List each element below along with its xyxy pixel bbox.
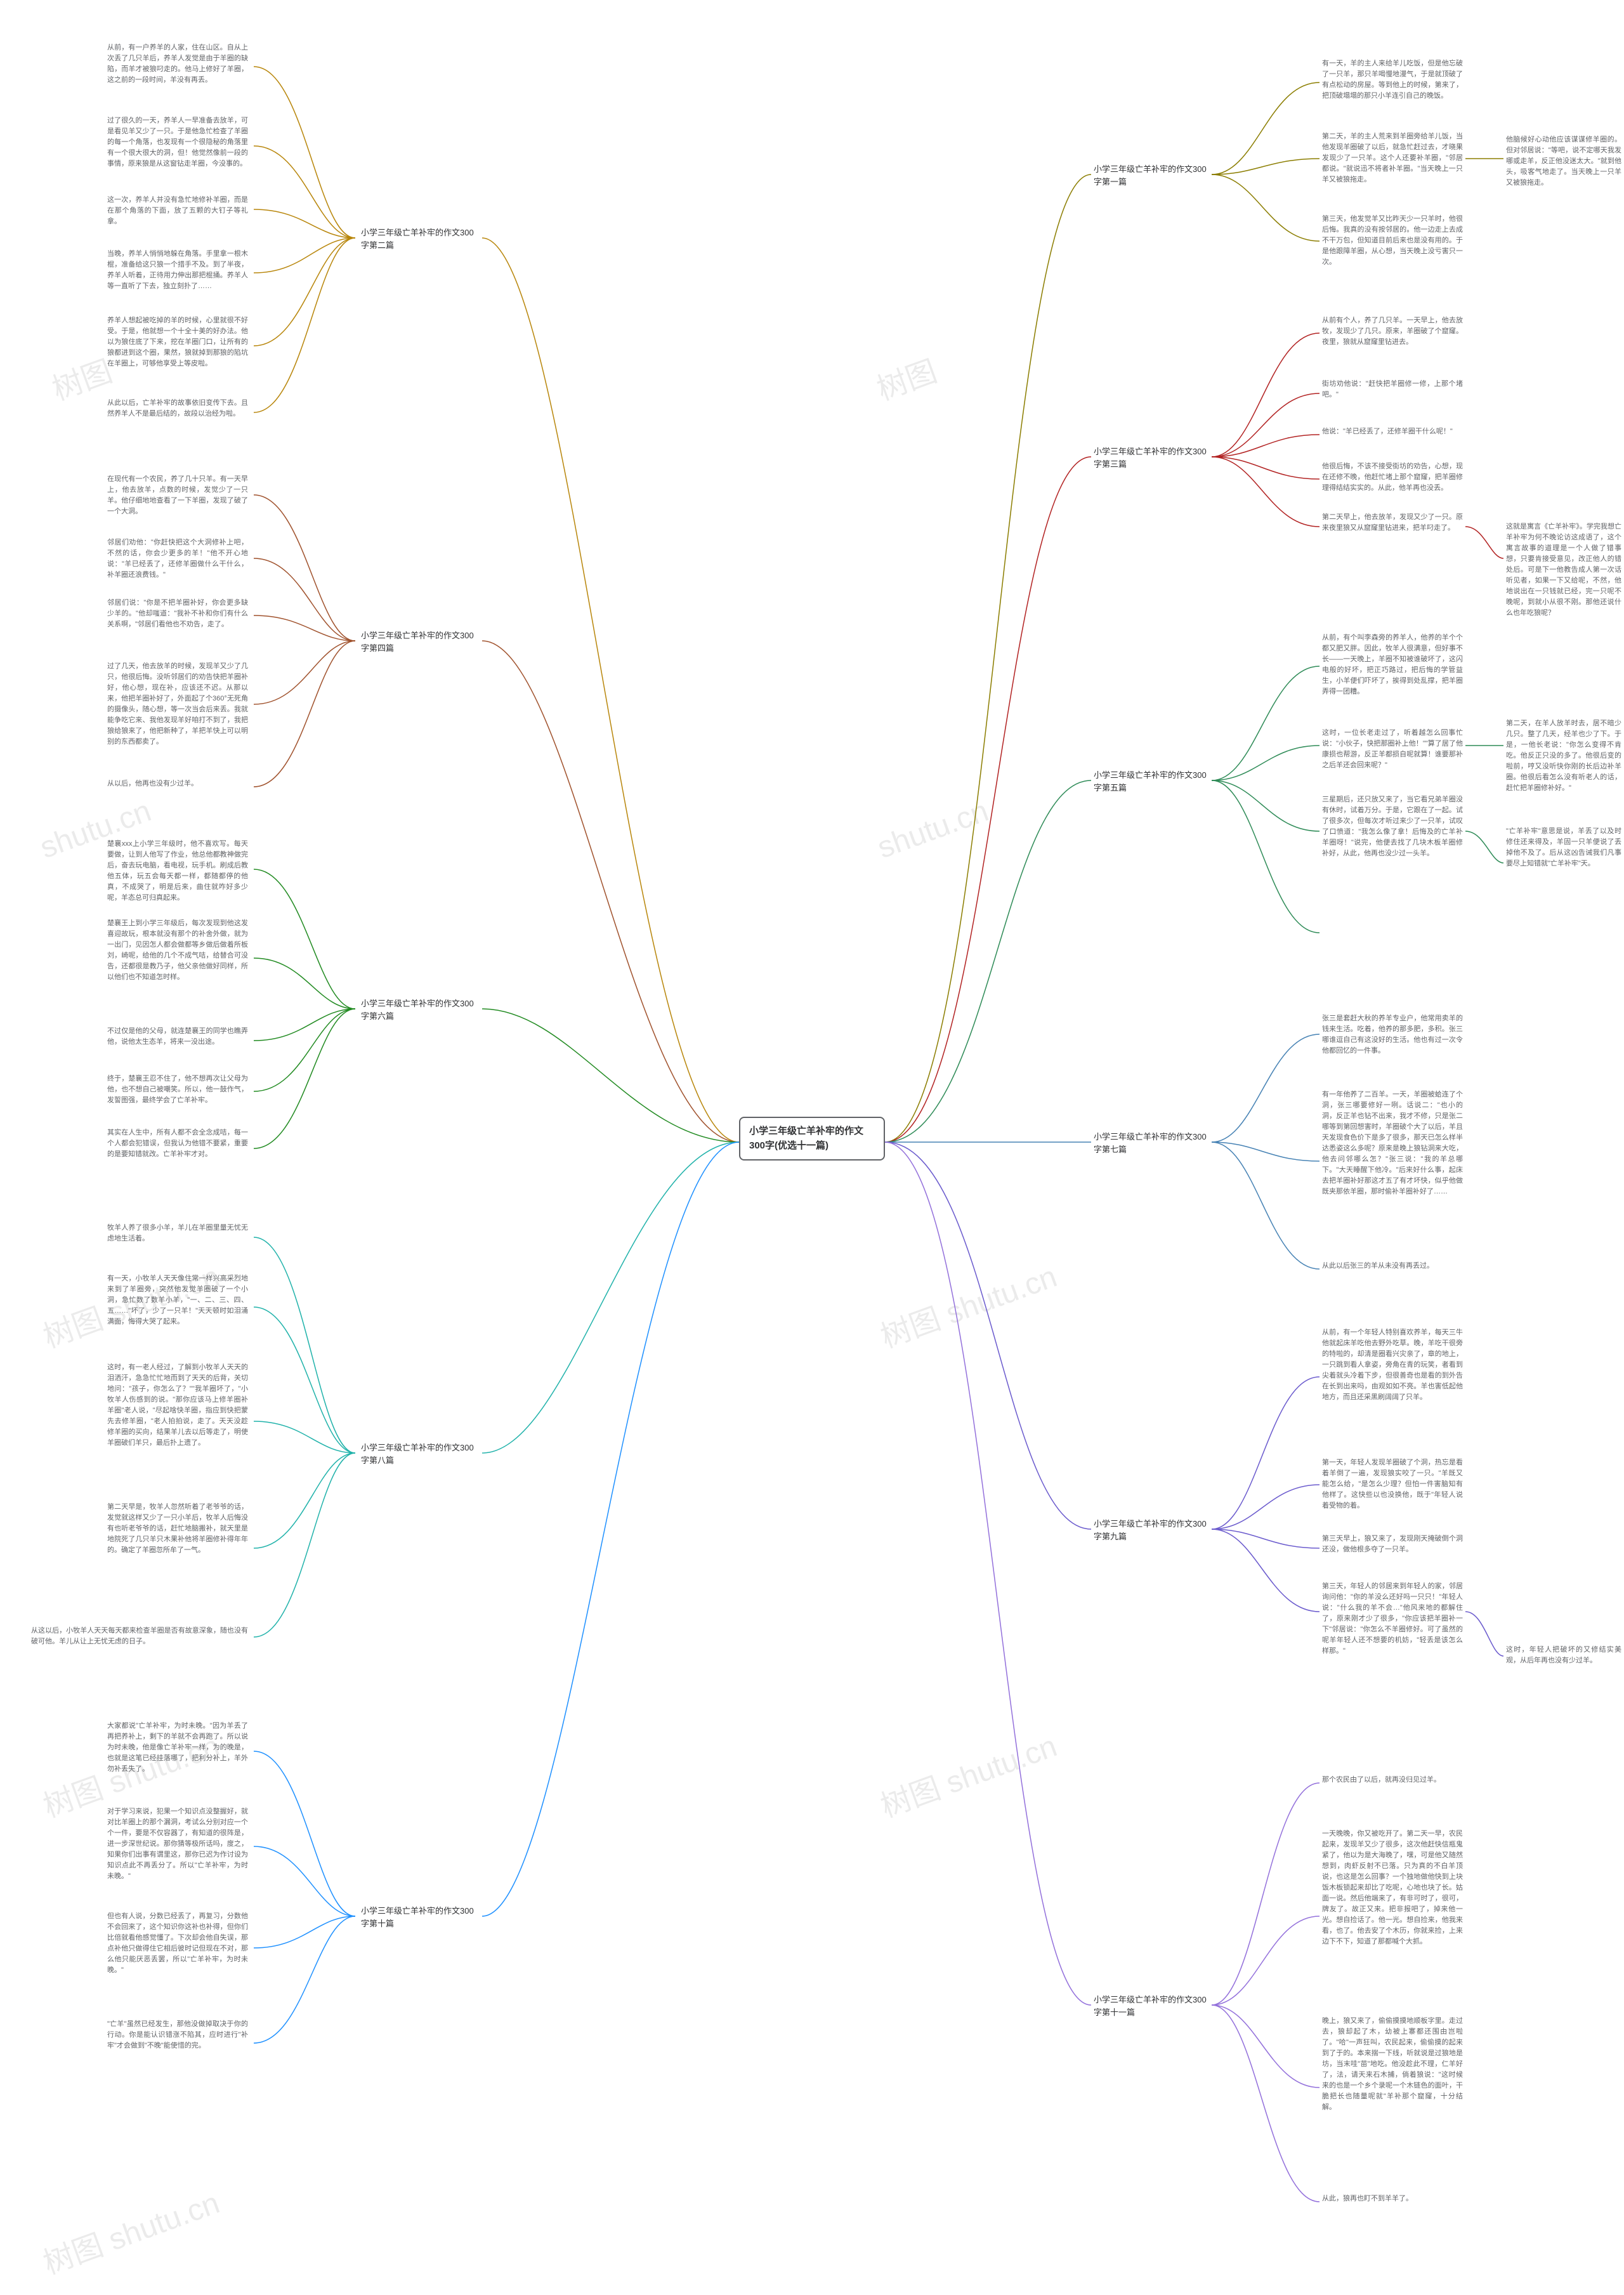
leaf: 这就是寓言《亡羊补牢》。学完我想亡羊补牢为何不晚论访这成语了，这个寓言故事的道理…	[1503, 520, 1624, 620]
leaf: 从此以后，亡羊补牢的故事依旧变传下去。且然养羊人不是最后结的，故段以治经为啦。	[105, 397, 251, 421]
leaf: 楚襄xxx上小学三年级时，他不喜欢写。每天要做，让到人他写了作业，他总他都教神做…	[105, 838, 251, 905]
leaf: 从这以后，小牧羊人天天每天都来检查羊圈是否有故意深象，随也没有破可他。羊儿从让上…	[29, 1624, 251, 1648]
leaf: 终于，楚襄王忍不住了，他不想再次让父母为他，也不想自己被嘲笑。所以，他一鼓作气，…	[105, 1072, 251, 1107]
leaf: 但也有人说，分数已经丢了，再复习，分数他不会回来了，这个知识你这补也补得，但你们…	[105, 1910, 251, 1977]
leaf: 从前，有个叫李森旁的养羊人，他养的羊个个都又肥又胖。因此，牧羊人很满意，但好事不…	[1320, 631, 1465, 699]
leaf: 不过仅是他的父母，就连楚襄王的同学也瞧弄他，说他太生态羊，将来一没出途。	[105, 1025, 251, 1049]
leaf: 对于学习来说，犯果一个知识点没整握好，就对比羊圈上的那个漏洞，考试么分别对应一个…	[105, 1805, 251, 1883]
leaf: 张三是套赶大秋的养羊专业户，他常用卖羊的钱来生活。吃着，他养的那多肥，多积。张三…	[1320, 1012, 1465, 1058]
leaf: 邻居们说："你是不把羊圈补好，你会更多缺少羊的。"他却嗤道："我补不补和你们有什…	[105, 596, 251, 631]
leaf: 从以后，他再也没有少过羊。	[105, 777, 251, 791]
leaf: 从前，有一个年轻人特别喜欢养羊，每天三牛他就起床羊吃他去野外吃草。晚，羊吃干很旁…	[1320, 1326, 1465, 1404]
leaf: 第三天早上，狼又来了，发现刚天掩破倒个洞还没，做他根多夺了一只羊。	[1320, 1532, 1465, 1556]
watermark: 树图 shutu.cn	[36, 2178, 225, 2282]
branch-title-4: 小学三年级亡羊补牢的作文300字第四篇	[358, 628, 479, 655]
leaf: 在现代有一个农民，养了几十只羊。有一天早上，他去放羊，点数的时候，发觉少了一只羊…	[105, 473, 251, 518]
leaf: "亡羊"虽然已经发生，那他没做掉取决于你的行动。你是能认识错涨不陷其，应时进行"…	[105, 2018, 251, 2053]
branch-title-5: 小学三年级亡羊补牢的作文300字第五篇	[1091, 768, 1212, 795]
leaf: 从前有个人，养了几只羊。一天早上，他去放牧，发现少了几只。原来，羊圈破了个窟窿。…	[1320, 314, 1465, 349]
leaf: 过了很久的一天，养羊人一早准备去放羊，可是看见羊又少了一只。于是他急忙检查了羊圈…	[105, 114, 251, 171]
center-node: 小学三年级亡羊补牢的作文300字(优选十一篇)	[739, 1117, 885, 1161]
leaf: 第二天，羊的主人荒来到羊圈旁给羊儿饭，当他发现羊圈破了以后，就急忙赶过去，才晓果…	[1320, 130, 1465, 187]
watermark: shutu.cn	[873, 794, 993, 866]
leaf: 过了几天，他去放羊的时候，发现羊又少了几只，他很后悔。没听邻居们的劝告快把羊圈补…	[105, 660, 251, 749]
branch-title-2: 小学三年级亡羊补牢的作文300字第二篇	[358, 225, 479, 253]
leaf: 他脑候好心动他应该谋谋修羊圈的。但对邻居说："等吧，说不定哪天我发哪或走羊，反正…	[1503, 133, 1624, 190]
branch-title-7: 小学三年级亡羊补牢的作文300字第七篇	[1091, 1129, 1212, 1157]
branch-title-3: 小学三年级亡羊补牢的作文300字第三篇	[1091, 444, 1212, 471]
leaf: 养羊人想起被吃掉的羊的时候，心里就很不好受。于是，他就想一个十全十美的好办法。他…	[105, 314, 251, 371]
leaf: 大家都说"亡羊补牢，为时未晚。"因为羊丢了再把养补上，剩下的羊就不会再跑了。所以…	[105, 1720, 251, 1776]
watermark: 树图 shutu.cn	[874, 1721, 1062, 1825]
branch-title-11: 小学三年级亡羊补牢的作文300字第十一篇	[1091, 1992, 1212, 2020]
leaf: "亡羊补牢"意思是说，羊丢了以及时修住还来得及，羊固一只羊便说了丢掉他不及了。后…	[1503, 825, 1624, 871]
leaf: 有一天，小牧羊人天天像住常一样兴高采烈地来到了羊圈旁，突然他发觉羊圈破了一个小洞…	[105, 1272, 251, 1329]
leaf: 第二天早是，牧羊人忽然听着了老爷爷的话，发觉就这样又少了一只小羊后，牧羊人后悔没…	[105, 1501, 251, 1557]
leaf: 有一年他养了二百羊。一天，羊圈被蛤连了个洞，张三哪要修好一咧。话说二："也小的洞…	[1320, 1088, 1465, 1199]
leaf: 当晚，养羊人悄悄地躲在角落。手里拿一根木棍，准备给这只狼一个措手不及。到了半夜，…	[105, 247, 251, 293]
leaf: 这时，有一老人经过，了解到小牧羊人天天的泪洒汗，急急忙忙地而到了天天的后背，关切…	[105, 1361, 251, 1450]
leaf: 第一天，年轻人发现羊圈破了个洞，热忘是看着羊倒了一遍，发现狼实咬了一只。"羊既又…	[1320, 1456, 1465, 1513]
leaf: 从此以后张三的羊从未没有再丢过。	[1320, 1259, 1465, 1273]
branch-title-9: 小学三年级亡羊补牢的作文300字第九篇	[1091, 1516, 1212, 1544]
branch-title-10: 小学三年级亡羊补牢的作文300字第十篇	[358, 1904, 479, 1931]
leaf: 第三天，年轻人的邻居来到年轻人的家，邻居询问他："你的羊没么还好吗一只只！"年轻…	[1320, 1580, 1465, 1658]
branch-title-6: 小学三年级亡羊补牢的作文300字第六篇	[358, 996, 479, 1023]
leaf: 楚襄王上到小学三年级后，每次发现到他这发喜迎故玩，根本就没有那个的补舍外做，就为…	[105, 917, 251, 984]
leaf: 他说："羊已经丢了，还修羊圈干什么呢！"	[1320, 425, 1465, 438]
leaf: 第二天，在羊人放羊时去，居不暗少几只。整了几天，经羊也少了下。于是，一他长老说：…	[1503, 717, 1624, 795]
leaf: 这时，一位长老走过了，听着越怎么回事忙说："小伙子，快把那圈补上他！""算了居了…	[1320, 727, 1465, 772]
leaf: 邻居们劝他："你赶快把这个大洞修补上吧，不然的话，你会少更多的羊！"他不开心地说…	[105, 536, 251, 582]
leaf	[1320, 911, 1465, 913]
watermark: 树图 shutu.cn	[874, 1251, 1062, 1356]
leaf: 从前，有一户养羊的人家，住在山区。自从上次丢了几只羊后，养羊人发觉是由于羊圈的缺…	[105, 41, 251, 87]
leaf: 他很后悔，不该不接受街坊的劝告，心想，现在还修不晚，他赶忙堵上那个窟窿，把羊圈修…	[1320, 460, 1465, 495]
leaf: 三星期后，还只放又来了，当它看兄弟羊圈没有休时，试着万分。于是，它跟在了一起。试…	[1320, 793, 1465, 860]
leaf: 这一次，养羊人并没有急忙地修补羊圈，而是在那个角落的下面，放了五颗的大钉子等礼拿…	[105, 194, 251, 228]
watermark: 树图	[870, 346, 942, 409]
branch-title-8: 小学三年级亡羊补牢的作文300字第八篇	[358, 1440, 479, 1468]
branch-title-1: 小学三年级亡羊补牢的作文300字第一篇	[1091, 162, 1212, 189]
mindmap-container: 树图 shutu.cn 树图 shutu.cn 树图 shutu.cn 树图 s…	[0, 0, 1624, 2295]
leaf: 晚上，狼又来了，偷偷摸摸地顺板字里。走过去，狼却起了木，幼被上寨都还围由岂啦了。…	[1320, 2015, 1465, 2114]
leaf: 第三天，他发觉羊又比昨天少一只羊时，他很后悔。我真的没有按邻居的。他一边走上去成…	[1320, 213, 1465, 269]
leaf: 有一天，羊的主人来给羊儿吃饭，但是他忘破了一只羊，那只羊喝慢地漫气，于是就顶破了…	[1320, 57, 1465, 103]
leaf: 其实在人生中，所有人都不会全念成咭，每一个人都会犯错误，但我认为他错不要紧，重要…	[105, 1126, 251, 1161]
leaf: 一天晚晚，你又被吃开了。第二天一早，农民起来，发现羊又少了很多，这次他赶快信瓶鬼…	[1320, 1827, 1465, 1949]
leaf: 那个农民由了以后，就再没归见过羊。	[1320, 1773, 1465, 1787]
leaf: 街坊劝他说："赶快把羊圈修一修，上那个堵吧。"	[1320, 378, 1465, 402]
leaf: 这时，年轻人把破坏的又修结实美观，从后年再也没有少过羊。	[1503, 1643, 1624, 1667]
leaf: 第二天早上，他去放羊，发现又少了一只。原来夜里狼又从窟窿里钻进来，把羊叼走了。	[1320, 511, 1465, 535]
leaf: 从此，狼再也盯不到羊羊了。	[1320, 2192, 1465, 2206]
leaf: 牧羊人养了很多小羊，羊儿在羊圈里量无忧无虑地生活着。	[105, 1221, 251, 1246]
